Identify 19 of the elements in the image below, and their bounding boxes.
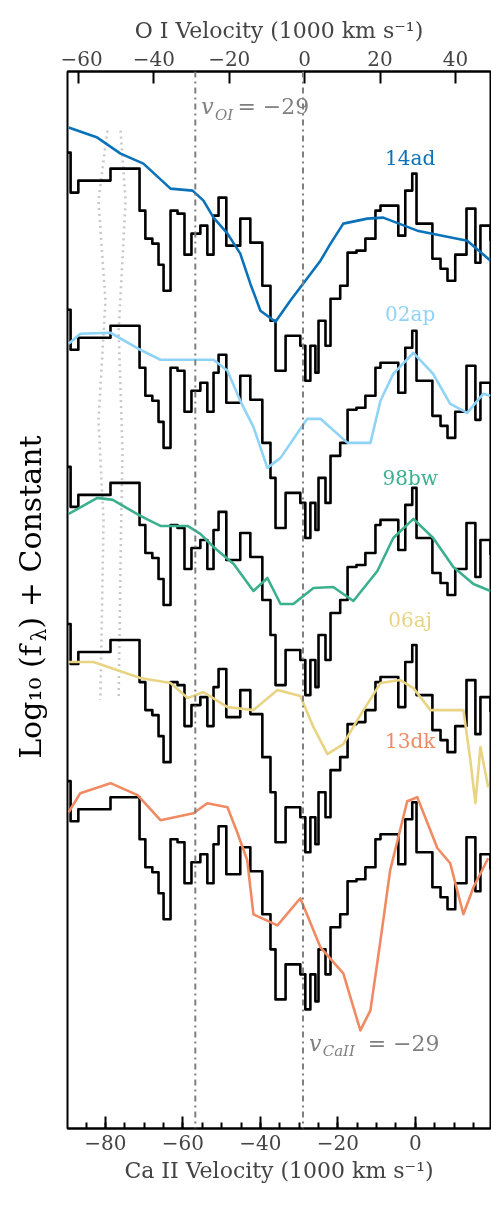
x-tick-label: −60 [161, 1130, 205, 1155]
series-label: 02ap [385, 301, 436, 326]
x2-axis-title: O I Velocity (1000 km s⁻¹) [134, 17, 424, 43]
x2-tick-label: −60 [60, 46, 103, 71]
x2-tick-label: 0 [298, 46, 312, 71]
y-axis-title: Log₁₀ (fλ) + Constant [13, 435, 51, 759]
text: 13dk [384, 729, 437, 754]
x2-tick-label: −40 [132, 46, 175, 71]
x2-tick-label: −20 [208, 46, 251, 71]
series-label: 98bw [382, 465, 438, 490]
x2-tick-label: 40 [442, 46, 469, 71]
x-axis-title: Ca II Velocity (1000 km s⁻¹) [124, 1157, 434, 1183]
x2-tick-label: 20 [367, 46, 393, 71]
x-tick-label: 0 [408, 1130, 422, 1155]
x-tick-label: −80 [84, 1130, 127, 1155]
x-tick-label: −40 [239, 1130, 282, 1155]
text: 14ad [385, 145, 436, 170]
x-tick-label: −20 [316, 1130, 359, 1155]
text: 06aj [388, 608, 432, 633]
